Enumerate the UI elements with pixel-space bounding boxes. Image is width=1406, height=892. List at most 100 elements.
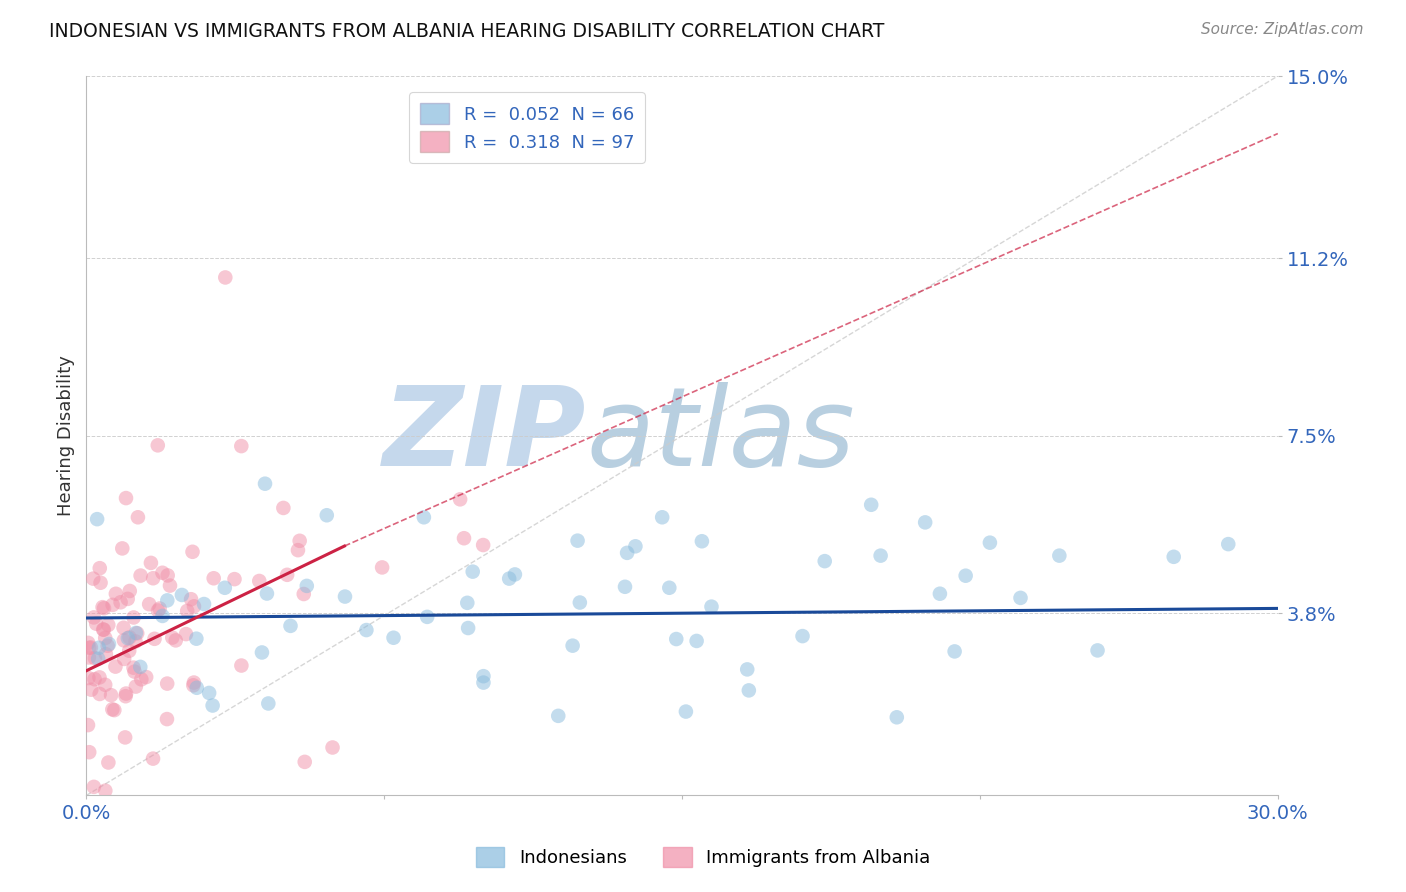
Point bbox=[86, 512, 108, 526]
Point bbox=[94, 647, 117, 661]
Point bbox=[115, 687, 138, 701]
Point bbox=[94, 631, 117, 645]
Point bbox=[416, 610, 439, 624]
Point bbox=[80, 682, 103, 697]
Point bbox=[112, 652, 135, 666]
Point bbox=[165, 633, 187, 648]
Point bbox=[247, 574, 270, 588]
Point bbox=[156, 593, 179, 607]
Point bbox=[1163, 549, 1185, 564]
Point bbox=[176, 604, 198, 618]
Point bbox=[198, 686, 221, 700]
Point bbox=[186, 681, 208, 695]
Point bbox=[322, 740, 344, 755]
Point bbox=[456, 596, 478, 610]
Point bbox=[614, 580, 637, 594]
Point bbox=[955, 568, 977, 582]
Point bbox=[214, 270, 236, 285]
Point bbox=[112, 633, 135, 648]
Point bbox=[89, 670, 111, 684]
Text: ZIP: ZIP bbox=[384, 383, 586, 489]
Point bbox=[91, 600, 114, 615]
Point bbox=[356, 623, 378, 637]
Point bbox=[273, 500, 295, 515]
Point bbox=[914, 516, 936, 530]
Point bbox=[292, 587, 315, 601]
Point bbox=[472, 669, 495, 683]
Point bbox=[156, 568, 179, 582]
Point bbox=[860, 498, 883, 512]
Point bbox=[83, 610, 105, 624]
Point bbox=[77, 745, 100, 759]
Point bbox=[738, 683, 761, 698]
Point bbox=[135, 670, 157, 684]
Point bbox=[122, 660, 145, 674]
Point bbox=[287, 543, 309, 558]
Point bbox=[624, 539, 647, 553]
Point bbox=[193, 597, 215, 611]
Text: Source: ZipAtlas.com: Source: ZipAtlas.com bbox=[1201, 22, 1364, 37]
Point bbox=[162, 631, 184, 645]
Point bbox=[371, 560, 394, 574]
Point bbox=[127, 510, 149, 524]
Point bbox=[498, 572, 520, 586]
Point bbox=[97, 756, 120, 770]
Point bbox=[131, 673, 153, 687]
Point bbox=[616, 546, 638, 560]
Point bbox=[87, 651, 110, 665]
Point bbox=[174, 627, 197, 641]
Point bbox=[146, 438, 169, 452]
Point bbox=[124, 634, 146, 648]
Point bbox=[156, 712, 179, 726]
Point bbox=[152, 566, 174, 580]
Point bbox=[1047, 549, 1070, 563]
Point bbox=[104, 587, 127, 601]
Point bbox=[453, 531, 475, 545]
Point bbox=[457, 621, 479, 635]
Text: atlas: atlas bbox=[586, 383, 855, 489]
Legend: R =  0.052  N = 66, R =  0.318  N = 97: R = 0.052 N = 66, R = 0.318 N = 97 bbox=[409, 92, 645, 163]
Point bbox=[101, 598, 124, 612]
Point bbox=[80, 640, 103, 655]
Point bbox=[118, 584, 141, 599]
Point bbox=[869, 549, 891, 563]
Point bbox=[186, 632, 208, 646]
Point bbox=[139, 556, 162, 570]
Point bbox=[183, 675, 205, 690]
Point bbox=[87, 640, 110, 655]
Text: INDONESIAN VS IMMIGRANTS FROM ALBANIA HEARING DISABILITY CORRELATION CHART: INDONESIAN VS IMMIGRANTS FROM ALBANIA HE… bbox=[49, 22, 884, 41]
Point bbox=[658, 581, 681, 595]
Point bbox=[122, 610, 145, 624]
Legend: Indonesians, Immigrants from Albania: Indonesians, Immigrants from Albania bbox=[468, 839, 938, 874]
Point bbox=[294, 755, 316, 769]
Point bbox=[1087, 643, 1109, 657]
Point bbox=[111, 541, 134, 556]
Point bbox=[127, 626, 149, 640]
Point bbox=[77, 671, 100, 685]
Point bbox=[700, 599, 723, 614]
Point bbox=[382, 631, 405, 645]
Point bbox=[201, 698, 224, 713]
Point bbox=[142, 751, 165, 765]
Point bbox=[979, 535, 1001, 549]
Point bbox=[472, 675, 495, 690]
Point bbox=[651, 510, 673, 524]
Point bbox=[280, 619, 302, 633]
Point bbox=[114, 731, 136, 745]
Point bbox=[685, 634, 707, 648]
Point bbox=[547, 709, 569, 723]
Point bbox=[250, 645, 273, 659]
Point bbox=[257, 697, 280, 711]
Point bbox=[288, 533, 311, 548]
Point bbox=[461, 565, 484, 579]
Point bbox=[568, 595, 591, 609]
Point bbox=[1218, 537, 1240, 551]
Point bbox=[83, 672, 105, 686]
Point bbox=[93, 623, 115, 637]
Point bbox=[138, 597, 160, 611]
Point bbox=[129, 568, 152, 582]
Point bbox=[561, 639, 583, 653]
Point bbox=[77, 640, 100, 655]
Point bbox=[117, 631, 139, 645]
Point bbox=[156, 676, 179, 690]
